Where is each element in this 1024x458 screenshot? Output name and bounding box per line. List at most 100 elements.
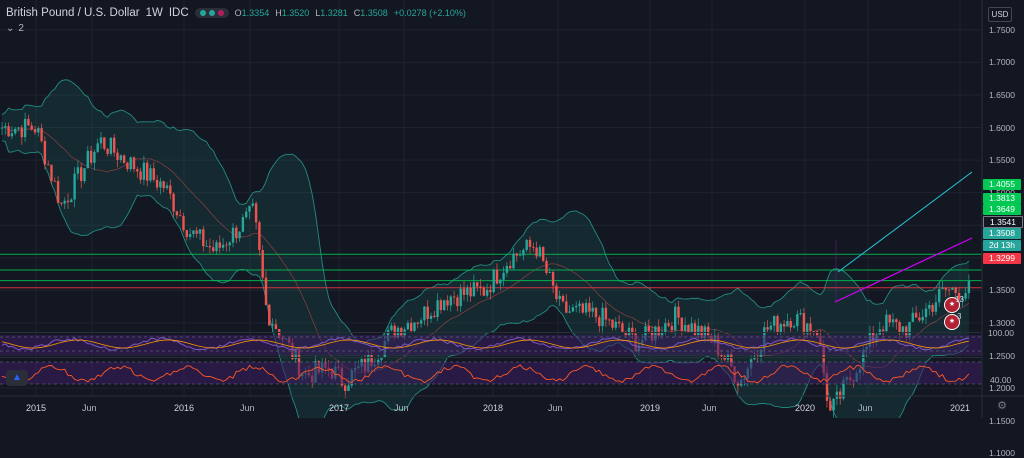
candle-body xyxy=(146,162,149,181)
indicator-count: 2 xyxy=(18,23,24,34)
candle-body xyxy=(891,319,895,323)
candle-body xyxy=(17,127,20,129)
candle-body xyxy=(7,126,10,137)
rsi-pane[interactable] xyxy=(0,332,982,355)
price-tick-label: 1.7500 xyxy=(989,24,1015,35)
price-tick-label: 1.1500 xyxy=(989,415,1015,426)
candle-body xyxy=(443,300,446,311)
candle-body xyxy=(518,255,522,257)
candle-body xyxy=(512,253,515,269)
gear-icon[interactable]: ⚙ xyxy=(997,400,1007,412)
candle-body xyxy=(169,185,172,194)
candle-body xyxy=(657,326,660,336)
status-dots[interactable] xyxy=(194,8,229,18)
oscillator-line xyxy=(1,364,970,384)
candle-body xyxy=(954,287,957,293)
price-tick-label: 1.1000 xyxy=(989,448,1015,458)
stoch-pane[interactable] xyxy=(0,357,982,385)
event-count: 3 xyxy=(957,312,962,321)
trendline-upper[interactable] xyxy=(837,171,973,273)
source-label: IDC xyxy=(168,7,189,19)
candle-body xyxy=(614,321,617,328)
candle-body xyxy=(924,308,928,317)
candle-body xyxy=(76,167,80,174)
symbol-title[interactable]: British Pound / U.S. Dollar xyxy=(6,7,140,19)
tradingview-logo-icon[interactable]: ▲ xyxy=(6,370,28,386)
candle-body xyxy=(720,355,723,357)
interval-label[interactable]: 1W xyxy=(145,7,163,19)
candle-body xyxy=(967,280,971,294)
candle-body xyxy=(911,312,914,322)
candle-body xyxy=(228,242,231,246)
trendline-lower[interactable] xyxy=(834,237,973,303)
indicators-toggle[interactable]: ⌄ 2 xyxy=(6,23,24,34)
status-dot-icon xyxy=(208,10,215,16)
candle-body xyxy=(928,304,931,309)
candle-body xyxy=(766,327,769,330)
candle-body xyxy=(238,231,241,239)
candle-body xyxy=(116,152,119,160)
candle-body xyxy=(188,234,192,237)
time-tick-label: 2017 xyxy=(329,403,350,413)
price-tag: 1.4055 xyxy=(983,179,1021,190)
candle-body xyxy=(152,168,155,180)
candle-body xyxy=(212,247,215,252)
us-flag-icon[interactable]: ★ xyxy=(944,297,960,313)
price-tag: 1.3299 xyxy=(983,253,1021,264)
candle-body xyxy=(241,217,245,232)
candle-body xyxy=(225,244,228,246)
candle-body xyxy=(779,324,782,333)
us-flag-icon[interactable]: ★ xyxy=(944,314,960,330)
price-tag: 1.3508 xyxy=(983,228,1021,239)
candle-body xyxy=(558,295,561,300)
candle-body xyxy=(888,314,891,323)
candle-body xyxy=(10,133,14,137)
close-label: C xyxy=(353,8,361,18)
horizontal-levels[interactable] xyxy=(0,253,982,303)
candle-body xyxy=(495,269,499,284)
candle-body xyxy=(433,315,436,318)
candle-body xyxy=(545,260,548,273)
candle-body xyxy=(584,302,588,313)
candle-body xyxy=(522,249,525,256)
candle-body xyxy=(647,326,650,332)
candle-body xyxy=(258,222,261,251)
candle-body xyxy=(832,398,835,411)
candle-body xyxy=(822,345,825,374)
candle-body xyxy=(185,230,188,237)
candle-body xyxy=(99,137,103,144)
candle-body xyxy=(70,199,73,203)
candle-body xyxy=(693,323,697,336)
candle-body xyxy=(66,200,70,203)
bollinger-upper-line xyxy=(1,79,970,344)
candle-body xyxy=(664,323,667,333)
candle-body xyxy=(129,157,132,170)
candle-body xyxy=(835,391,839,399)
candle-body xyxy=(198,229,202,234)
candle-body xyxy=(782,324,786,327)
candle-body xyxy=(598,317,601,327)
price-chart[interactable] xyxy=(0,0,1024,418)
candle-body xyxy=(931,304,934,312)
candle-body xyxy=(667,323,670,326)
candle-body xyxy=(162,181,165,189)
candle-body xyxy=(89,150,93,163)
candle-body xyxy=(654,326,657,341)
candle-body xyxy=(938,289,941,303)
candle-body xyxy=(231,227,235,243)
candle-body xyxy=(235,227,238,239)
currency-chip[interactable]: USD xyxy=(988,7,1012,22)
candle-body xyxy=(934,302,938,312)
candle-body xyxy=(604,307,608,320)
chart-legend-header[interactable]: British Pound / U.S. Dollar 1W IDC O1.33… xyxy=(6,4,466,22)
candle-body xyxy=(73,173,76,200)
chevron-down-icon[interactable]: ⌄ xyxy=(6,23,15,34)
price-tag: 1.3649 xyxy=(983,204,1021,215)
candle-body xyxy=(776,316,779,333)
candle-body xyxy=(30,125,33,130)
candle-body xyxy=(608,319,611,321)
candle-body xyxy=(918,317,921,321)
candle-body xyxy=(561,295,565,302)
candle-body xyxy=(825,373,829,401)
candle-body xyxy=(773,316,776,326)
